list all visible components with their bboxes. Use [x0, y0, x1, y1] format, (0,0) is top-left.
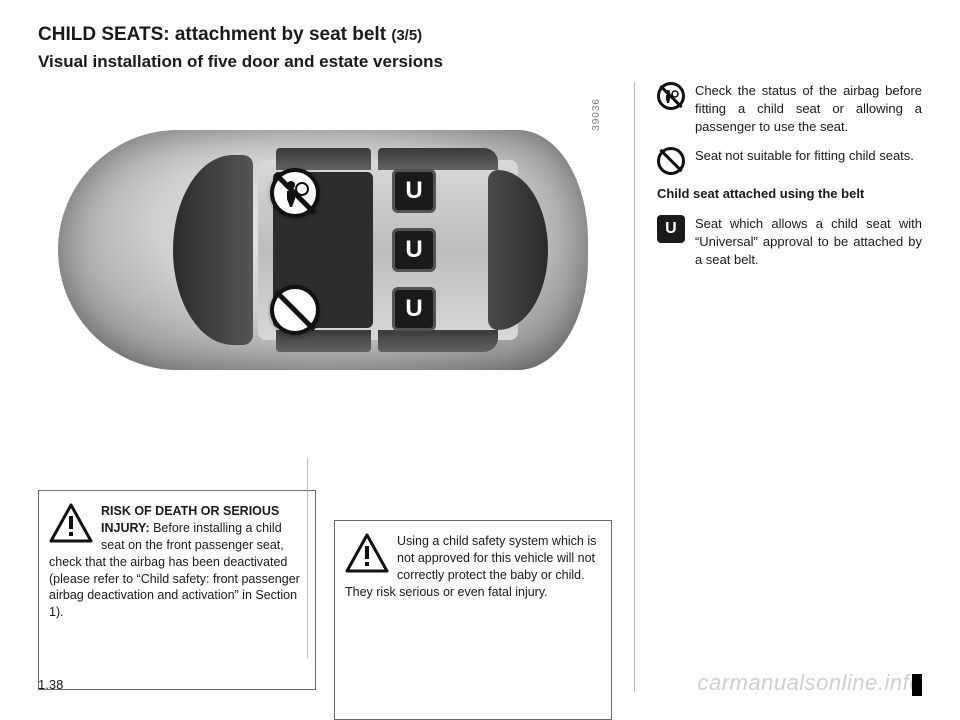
warning-box-right: Using a child safety system which is not… [334, 520, 612, 720]
window-top-right [378, 148, 498, 170]
window-bottom-right [378, 330, 498, 352]
slash-icon [274, 289, 316, 331]
warning-box-left: RISK OF DEATH OR SERIOUS INJURY: Before … [38, 490, 316, 690]
vehicle-diagram: 39036 [38, 90, 598, 400]
main-column-divider [634, 82, 635, 692]
warning-row: RISK OF DEATH OR SERIOUS INJURY: Before … [38, 490, 612, 720]
badge-rear-right: U [392, 287, 436, 331]
badge-rear-left: U [392, 169, 436, 213]
legend-universal-text: Seat which allows a child seat with “Uni… [695, 215, 922, 270]
page-subtitle: Visual installation of five door and est… [38, 52, 922, 72]
page-number: 1.38 [38, 677, 63, 692]
legend-section-head: Child seat attached using the belt [657, 185, 922, 203]
badge-front-driver-prohibited-icon [270, 285, 320, 335]
title-suffix: (3/5) [391, 27, 422, 44]
legend-universal: U Seat which allows a child seat with “U… [657, 215, 922, 270]
badge-front-passenger-airbag-off-icon [270, 168, 320, 218]
legend-prohibited: Seat not suitable for fitting child seat… [657, 147, 922, 175]
title-main: CHILD SEATS: attachment by seat belt [38, 24, 386, 45]
legend-airbag: Check the status of the airbag before fi… [657, 82, 922, 137]
airbag-off-icon [657, 82, 685, 110]
legend-prohibited-text: Seat not suitable for fitting child seat… [695, 147, 914, 165]
watermark: carmanualsonline.info [697, 670, 922, 696]
page-title: CHILD SEATS: attachment by seat belt (3/… [38, 24, 922, 46]
car-body [58, 130, 588, 370]
diagram-ref: 39036 [591, 98, 602, 131]
legend-column: Check the status of the airbag before fi… [657, 82, 922, 720]
badge-rear-center: U [392, 228, 436, 272]
slash-icon [659, 149, 682, 172]
column-divider [307, 458, 308, 658]
warning-triangle-icon [345, 533, 389, 573]
u-badge-icon: U [657, 215, 685, 243]
prohibited-icon [657, 147, 685, 175]
window-top-left [276, 148, 371, 170]
warning-triangle-icon [49, 503, 93, 543]
legend-airbag-text: Check the status of the airbag before fi… [695, 82, 922, 137]
page-tab [912, 674, 922, 696]
